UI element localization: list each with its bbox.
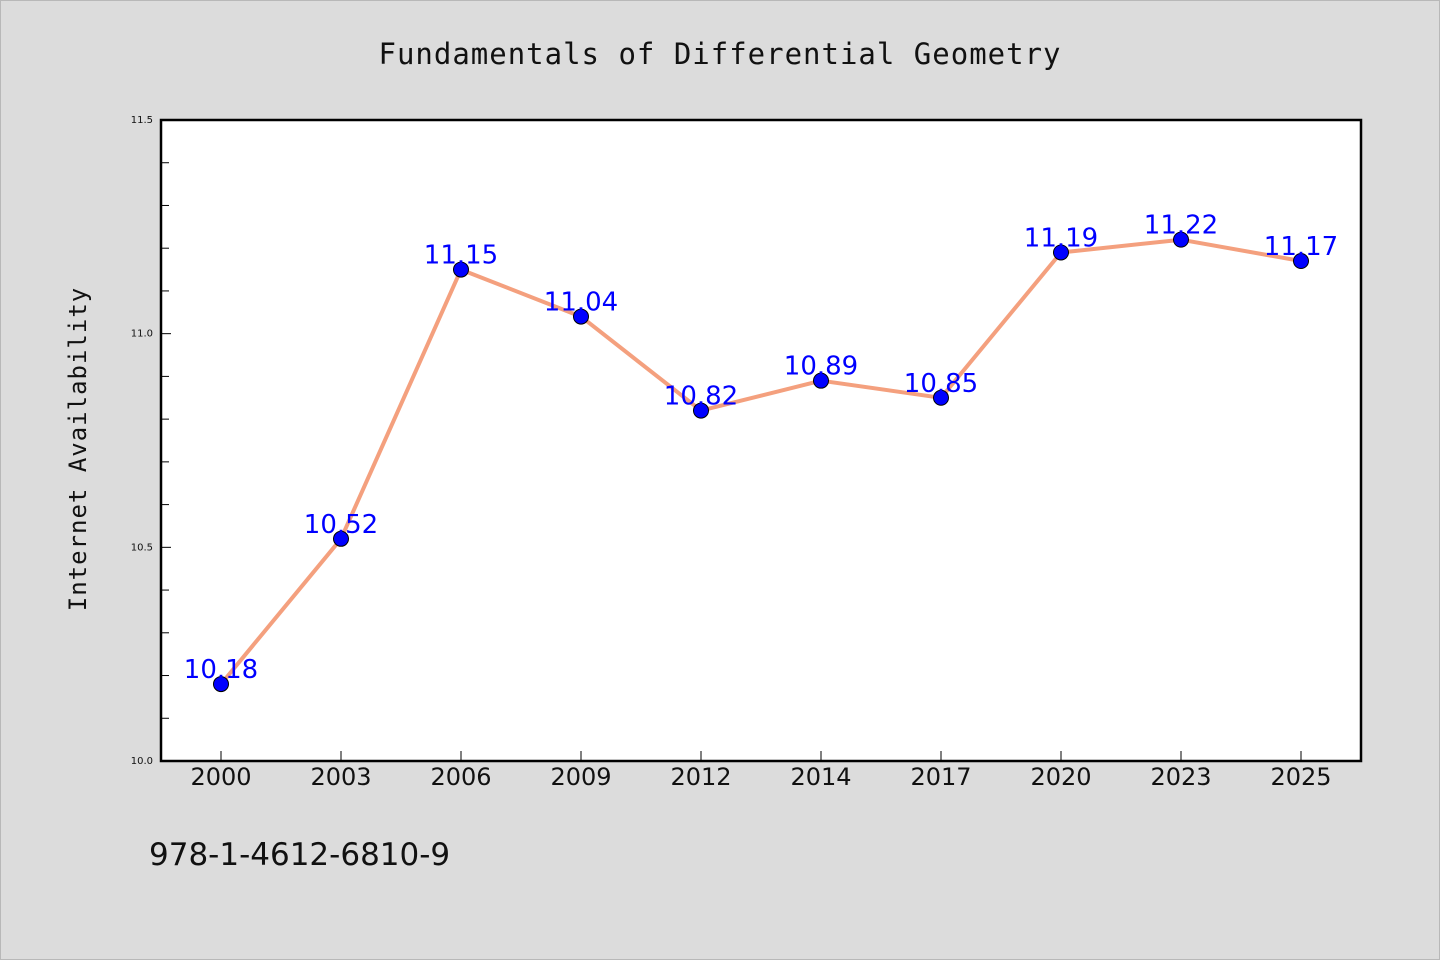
data-point [573, 308, 589, 325]
data-label: 11.15 [424, 241, 498, 271]
y-tick-label: 11.0 [131, 329, 153, 340]
x-tick-label: 2006 [430, 763, 491, 791]
x-tick-label: 2017 [910, 763, 971, 791]
series-markers [213, 231, 1309, 693]
x-tick-label: 2023 [1150, 763, 1211, 791]
data-label: 10.52 [304, 510, 378, 540]
data-point [1173, 231, 1189, 248]
data-point [1053, 244, 1069, 261]
data-labels: 10.18 10.52 11.15 11.04 10.82 10.89 10.85 11.19… [184, 211, 1338, 685]
data-label: 10.82 [664, 382, 738, 412]
plot-frame [159, 118, 1363, 763]
data-point [453, 261, 469, 278]
x-tick-label: 2009 [550, 763, 611, 791]
data-point [333, 530, 349, 547]
y-tick-label: 10.0 [131, 756, 153, 767]
y-axis: 10.0 10.5 11.0 11.5 [131, 115, 171, 767]
data-label: 11.04 [544, 288, 618, 318]
data-label: 10.18 [184, 655, 258, 685]
data-point [1293, 253, 1309, 270]
data-label: 11.22 [1144, 211, 1218, 241]
x-tick-label: 2025 [1270, 763, 1331, 791]
series-line [219, 237, 1302, 686]
x-tick-label: 2012 [670, 763, 731, 791]
data-point [933, 389, 949, 406]
x-tick-label: 2020 [1030, 763, 1091, 791]
data-label: 11.19 [1024, 223, 1098, 253]
y-tick-label: 11.5 [131, 115, 153, 126]
y-axis-label: Internet Availability [64, 287, 92, 611]
data-point [813, 372, 829, 389]
data-label: 10.85 [904, 369, 978, 399]
x-tick-label: 2000 [190, 763, 251, 791]
plot-area [161, 120, 1361, 761]
data-point [213, 676, 229, 693]
x-tick-label: 2014 [790, 763, 851, 791]
x-tick-label: 2003 [310, 763, 371, 791]
y-tick-label: 10.5 [131, 542, 153, 553]
data-label: 11.17 [1264, 232, 1338, 262]
chart-title: Fundamentals of Differential Geometry [378, 37, 1061, 71]
isbn-footer: 978-1-4612-6810-9 [149, 837, 450, 873]
data-label: 10.89 [784, 352, 858, 382]
data-point [693, 402, 709, 419]
x-axis: 2000 2003 2006 2009 2012 2014 2017 2020 2023 2025 [190, 751, 1332, 791]
